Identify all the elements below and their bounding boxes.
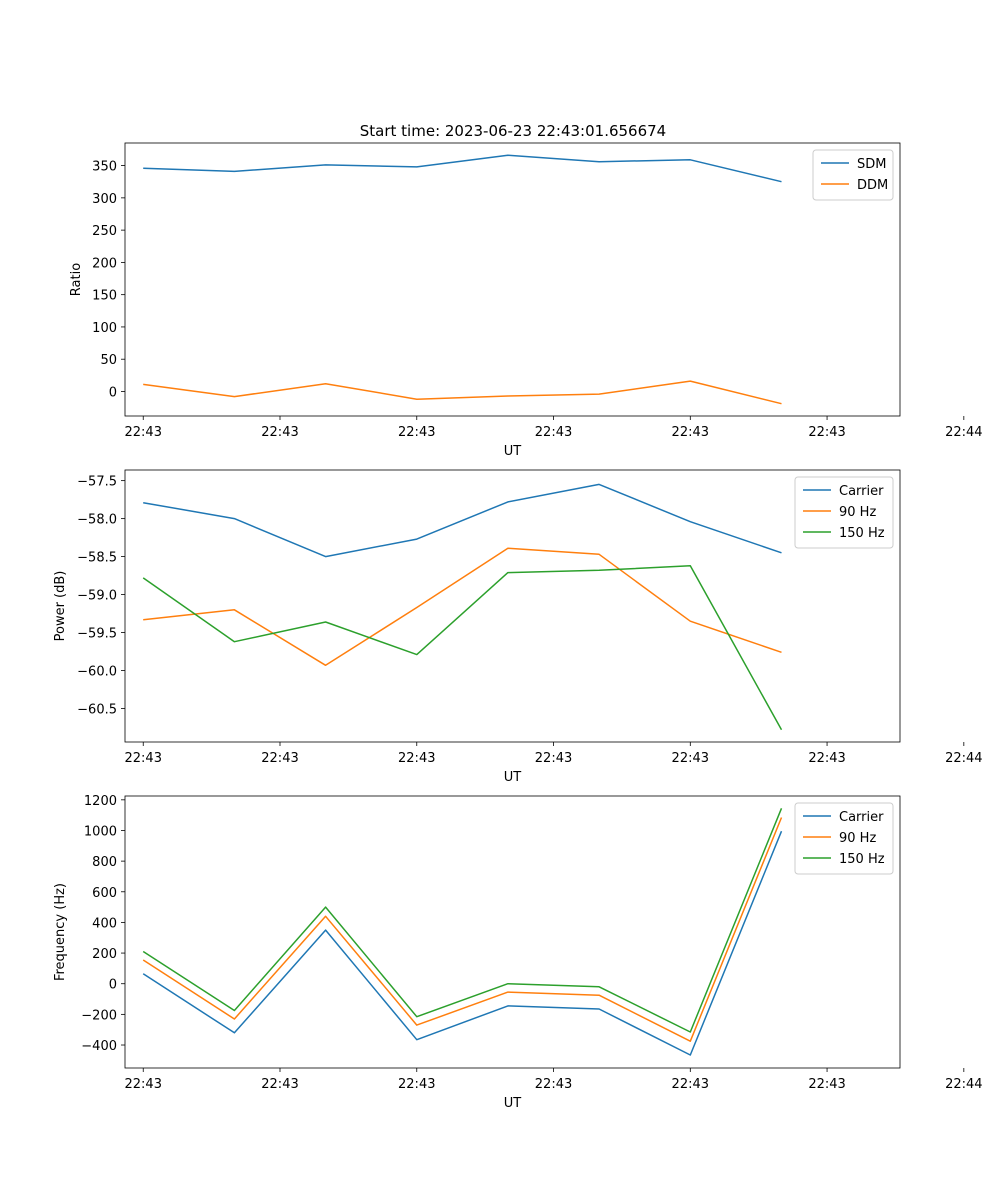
legend-label: Carrier xyxy=(839,484,884,499)
y-tick-label: −58.0 xyxy=(77,513,117,528)
series-line-carrier xyxy=(142,830,783,1056)
x-tick-label: 22:43 xyxy=(672,1077,709,1092)
subplot-2: 22:43 22:43 22:43 22:43 22:43 22:43 22:44 −60.5… xyxy=(53,469,983,785)
axes-frame xyxy=(124,469,901,743)
legend-label: 90 Hz xyxy=(839,505,876,520)
x-tick-label: 22:44 xyxy=(945,1077,982,1092)
legend-box xyxy=(794,476,894,549)
y-axis-label: Ratio xyxy=(69,263,84,296)
series-line-90-hz xyxy=(143,547,782,667)
y-tick-label: 400 xyxy=(92,916,117,931)
x-tick-label: 22:43 xyxy=(398,1077,435,1092)
y-tick-label: −60.5 xyxy=(77,703,117,718)
series-line-carrier xyxy=(143,483,782,558)
x-tick-label: 22:43 xyxy=(125,1077,162,1092)
legend: SDM DDM xyxy=(812,149,894,201)
legend-box xyxy=(794,802,894,875)
x-tick-label: 22:43 xyxy=(261,425,298,440)
y-tick-label: 300 xyxy=(92,192,117,207)
y-tick-label: 1000 xyxy=(84,824,117,839)
x-tick-label: 22:43 xyxy=(808,751,845,766)
y-tick-label: 200 xyxy=(92,947,117,962)
y-tick-label: 350 xyxy=(92,160,117,175)
legend: Carrier 90 Hz 150 Hz xyxy=(794,476,894,549)
axes-frame xyxy=(124,142,901,417)
y-tick-label: 600 xyxy=(92,886,117,901)
x-tick-label: 22:43 xyxy=(672,751,709,766)
legend-label: DDM xyxy=(857,178,888,193)
x-tick-label: 22:43 xyxy=(672,425,709,440)
series-line-sdm xyxy=(143,154,782,183)
y-tick-label: −58.5 xyxy=(77,551,117,566)
x-tick-label: 22:43 xyxy=(535,425,572,440)
y-tick-label: −400 xyxy=(81,1039,117,1054)
y-tick-label: 100 xyxy=(92,321,117,336)
x-tick-label: 22:43 xyxy=(398,425,435,440)
x-tick-label: 22:44 xyxy=(945,425,982,440)
x-tick-label: 22:43 xyxy=(125,751,162,766)
axes-frame xyxy=(124,795,901,1069)
legend-label: Carrier xyxy=(839,810,884,825)
x-tick-label: 22:43 xyxy=(808,1077,845,1092)
x-tick-label: 22:43 xyxy=(808,425,845,440)
subplot-1: 22:43 22:43 22:43 22:43 22:43 22:43 22:44 0 50 10… xyxy=(69,142,983,459)
series-line-150-hz xyxy=(142,808,783,1033)
y-tick-label: 50 xyxy=(100,353,117,368)
legend-label: 150 Hz xyxy=(839,852,885,867)
y-axis-label: Frequency (Hz) xyxy=(53,883,68,981)
y-axis-label: Power (dB) xyxy=(53,571,68,642)
legend-label: 90 Hz xyxy=(839,831,876,846)
y-tick-label: −200 xyxy=(81,1008,117,1023)
x-axis-label: UT xyxy=(504,444,522,459)
figure-title: Start time: 2023-06-23 22:43:01.656674 xyxy=(360,122,666,140)
x-tick-label: 22:43 xyxy=(261,751,298,766)
x-tick-label: 22:43 xyxy=(261,1077,298,1092)
subplot-3: 22:43 22:43 22:43 22:43 22:43 22:43 22:44 −400 −… xyxy=(53,794,983,1111)
legend-label: 150 Hz xyxy=(839,526,885,541)
y-tick-label: 0 xyxy=(109,978,117,993)
x-axis-label: UT xyxy=(504,770,522,785)
x-tick-label: 22:44 xyxy=(945,751,982,766)
legend-label: SDM xyxy=(857,157,886,172)
y-tick-label: 800 xyxy=(92,855,117,870)
y-tick-label: −59.0 xyxy=(77,589,117,604)
x-tick-label: 22:43 xyxy=(125,425,162,440)
x-tick-label: 22:43 xyxy=(535,751,572,766)
y-tick-label: −59.5 xyxy=(77,627,117,642)
y-tick-label: 200 xyxy=(92,256,117,271)
y-tick-label: 150 xyxy=(92,289,117,304)
legend: Carrier 90 Hz 150 Hz xyxy=(794,802,894,875)
y-tick-label: 1200 xyxy=(84,794,117,809)
y-tick-label: −57.5 xyxy=(77,475,117,490)
x-tick-label: 22:43 xyxy=(398,751,435,766)
x-tick-label: 22:43 xyxy=(535,1077,572,1092)
y-tick-label: −60.0 xyxy=(77,665,117,680)
y-tick-label: 0 xyxy=(109,385,117,400)
y-tick-label: 250 xyxy=(92,224,117,239)
series-line-ddm xyxy=(143,380,782,405)
series-line-90-hz xyxy=(142,817,783,1042)
x-axis-label: UT xyxy=(504,1096,522,1111)
series-line-150-hz xyxy=(142,564,783,731)
